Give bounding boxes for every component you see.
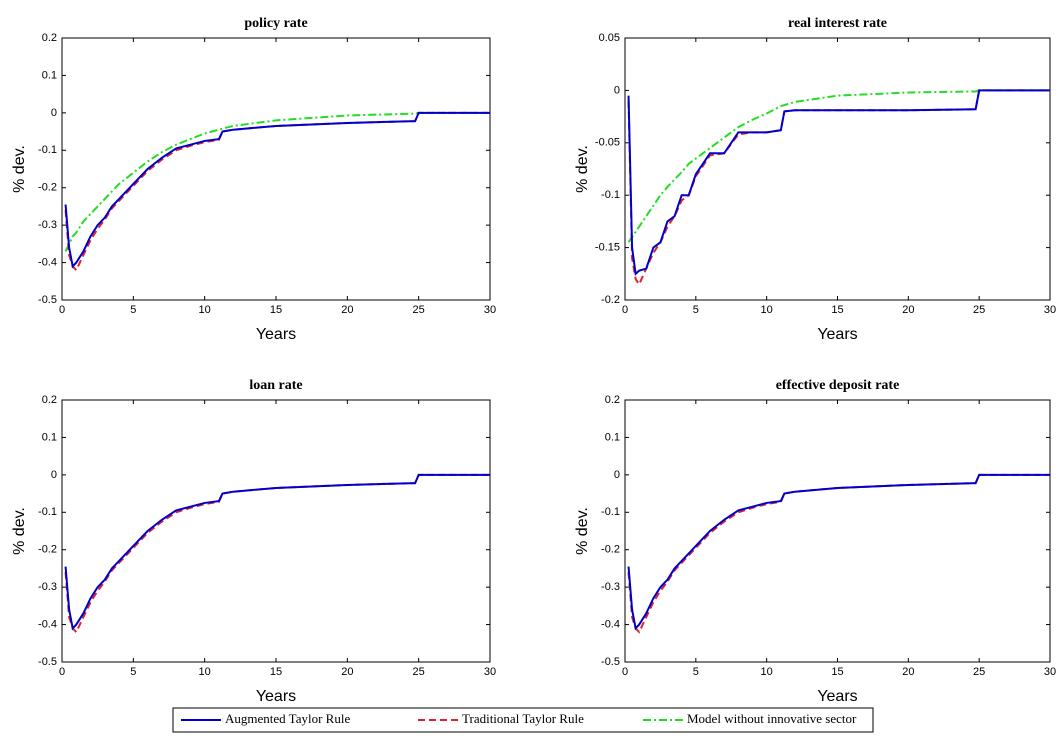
x-tick-label: 15: [270, 666, 282, 678]
chart-title: real interest rate: [788, 16, 887, 31]
series-line: [64, 111, 490, 272]
y-axis-label: % dev.: [574, 145, 591, 193]
y-tick-label: 0.1: [42, 69, 57, 81]
x-tick-label: 15: [831, 666, 843, 678]
series-line: [627, 473, 1050, 634]
y-tick-label: 0.1: [605, 431, 620, 443]
x-tick-label: 30: [484, 304, 496, 316]
y-tick-label: 0.2: [605, 394, 620, 406]
x-tick-label: 25: [413, 666, 425, 678]
x-axis-label: Years: [817, 688, 857, 705]
y-axis-label: % dev.: [574, 507, 591, 555]
plot-area: [61, 399, 491, 663]
x-tick-label: 20: [341, 666, 353, 678]
plot-area: [624, 37, 1051, 301]
x-tick-label: 10: [199, 304, 211, 316]
y-axis-label: % dev.: [11, 507, 28, 555]
series-line: [64, 473, 490, 634]
y-tick-label: -0.3: [601, 581, 620, 593]
x-tick-label: 20: [341, 304, 353, 316]
x-tick-label: 30: [1044, 304, 1056, 316]
y-tick-label: -0.1: [601, 506, 620, 518]
series-line: [627, 473, 1050, 631]
y-tick-label: 0.05: [599, 32, 620, 44]
y-tick-label: -0.15: [595, 242, 620, 254]
y-tick-label: -0.1: [38, 144, 57, 156]
x-tick-label: 20: [902, 666, 914, 678]
x-axis-label: Years: [256, 326, 296, 343]
x-axis-label: Years: [817, 326, 857, 343]
y-tick-label: -0.5: [38, 656, 57, 668]
x-tick-label: 5: [130, 666, 136, 678]
chart-title: loan rate: [249, 378, 302, 393]
x-tick-label: 10: [761, 666, 773, 678]
chart-title: policy rate: [244, 16, 307, 31]
x-tick-label: 30: [484, 666, 496, 678]
x-tick-label: 25: [973, 304, 985, 316]
y-tick-label: -0.05: [595, 137, 620, 149]
x-tick-label: 25: [413, 304, 425, 316]
y-tick-label: -0.2: [601, 544, 620, 556]
x-tick-label: 15: [270, 304, 282, 316]
legend: [172, 707, 874, 733]
x-axis-label: Years: [256, 688, 296, 705]
y-tick-label: 0: [51, 107, 57, 119]
y-tick-label: 0: [51, 469, 57, 481]
series-line: [64, 111, 490, 269]
series-line: [64, 111, 490, 252]
y-tick-label: -0.3: [38, 219, 57, 231]
y-tick-label: -0.1: [601, 189, 620, 201]
y-tick-label: 0: [614, 469, 620, 481]
x-tick-label: 25: [973, 666, 985, 678]
series-line: [64, 473, 490, 631]
y-tick-label: 0.2: [42, 32, 57, 44]
series-line: [627, 89, 1050, 276]
y-tick-label: -0.4: [38, 618, 57, 630]
x-tick-label: 0: [622, 666, 628, 678]
x-tick-label: 20: [902, 304, 914, 316]
y-tick-label: -0.2: [38, 182, 57, 194]
plot-area: [61, 37, 491, 301]
legend-label: Model without innovative sector: [687, 711, 857, 726]
x-tick-label: 5: [693, 304, 699, 316]
y-tick-label: 0.1: [42, 431, 57, 443]
x-tick-label: 30: [1044, 666, 1056, 678]
x-tick-label: 0: [59, 666, 65, 678]
x-tick-label: 0: [59, 304, 65, 316]
y-tick-label: -0.4: [38, 256, 57, 268]
y-tick-label: -0.5: [601, 656, 620, 668]
y-tick-label: -0.2: [38, 544, 57, 556]
x-tick-label: 10: [199, 666, 211, 678]
y-axis-label: % dev.: [11, 145, 28, 193]
y-tick-label: -0.2: [601, 294, 620, 306]
x-tick-label: 15: [831, 304, 843, 316]
y-tick-label: -0.1: [38, 506, 57, 518]
y-tick-label: -0.4: [601, 618, 620, 630]
x-tick-label: 5: [130, 304, 136, 316]
chart-title: effective deposit rate: [776, 378, 900, 393]
x-tick-label: 0: [622, 304, 628, 316]
legend-label: Augmented Taylor Rule: [225, 711, 350, 726]
legend-label: Traditional Taylor Rule: [462, 711, 584, 726]
y-tick-label: 0: [614, 84, 620, 96]
y-tick-label: 0.2: [42, 394, 57, 406]
plot-area: [624, 399, 1051, 663]
x-tick-label: 10: [761, 304, 773, 316]
y-tick-label: -0.5: [38, 294, 57, 306]
x-tick-label: 5: [693, 666, 699, 678]
y-tick-label: -0.3: [38, 581, 57, 593]
